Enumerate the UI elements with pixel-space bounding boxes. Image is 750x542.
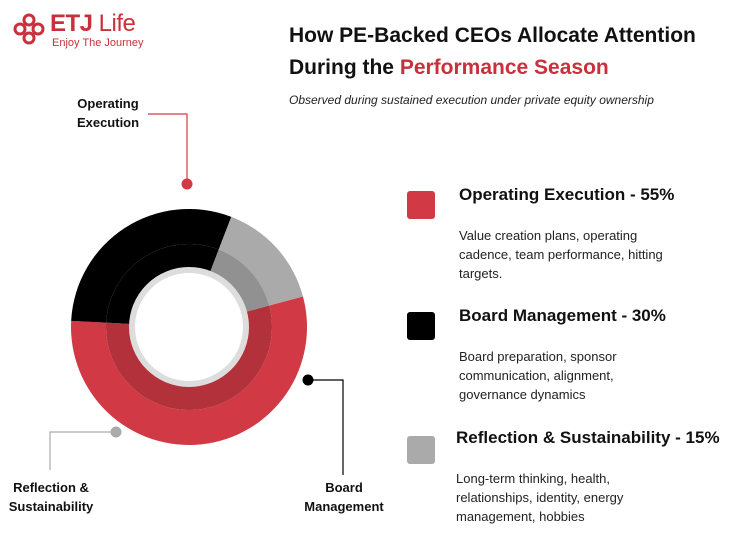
legend-desc-board-management: Board preparation, sponsor communication… <box>459 349 617 402</box>
donut-hole <box>129 267 249 387</box>
callout-board-management: Board Management <box>304 480 384 514</box>
connector-dot-board-management <box>302 374 314 386</box>
slice-inner-band-reflection-sustainability <box>209 249 270 313</box>
page-title: How PE-Backed CEOs Allocate Attention Du… <box>289 20 739 84</box>
connector-line-reflection-sustainability <box>49 431 116 470</box>
callout-reflection-sustainability: Reflection & Sustainability <box>8 480 94 514</box>
legend-swatch-operating-execution <box>407 191 435 219</box>
slice-board-management <box>71 209 232 323</box>
legend-desc-reflection-sustainability: Long-term thinking, health, relationship… <box>456 471 624 524</box>
slice-inner-band-operating-execution <box>105 305 272 410</box>
legend-title-operating-execution: Operating Execution - 55% <box>459 185 675 204</box>
legend-title-board-management: Board Management - 30% <box>459 306 666 325</box>
title-accent: Performance Season <box>399 56 609 79</box>
brand-logo: ETJ Life Enjoy The Journey <box>12 10 144 50</box>
brand-name: ETJ Life <box>50 10 136 37</box>
title-line-1: How PE-Backed CEOs Allocate Attention <box>289 24 696 47</box>
callout-operating-execution: Operating Execution <box>76 96 140 130</box>
legend-title-reflection-sustainability: Reflection & Sustainability - 15% <box>456 428 720 447</box>
connector-line-board-management <box>308 379 344 475</box>
logo-knot-icon <box>13 13 45 45</box>
slice-reflection-sustainability <box>218 216 303 306</box>
page-subtitle: Observed during sustained execution unde… <box>289 93 654 107</box>
connector-dot-operating-execution <box>181 178 193 190</box>
connector-dot-reflection-sustainability <box>110 426 122 438</box>
brand-tagline: Enjoy The Journey <box>52 37 144 49</box>
legend-swatch-reflection-sustainability <box>407 436 435 464</box>
legend-swatch-board-management <box>407 312 435 340</box>
title-line-2: During the Performance Season <box>289 56 609 79</box>
connector-line-operating-execution <box>148 113 188 184</box>
slice-operating-execution <box>71 296 307 446</box>
legend-desc-operating-execution: Value creation plans, operating cadence,… <box>459 228 663 281</box>
